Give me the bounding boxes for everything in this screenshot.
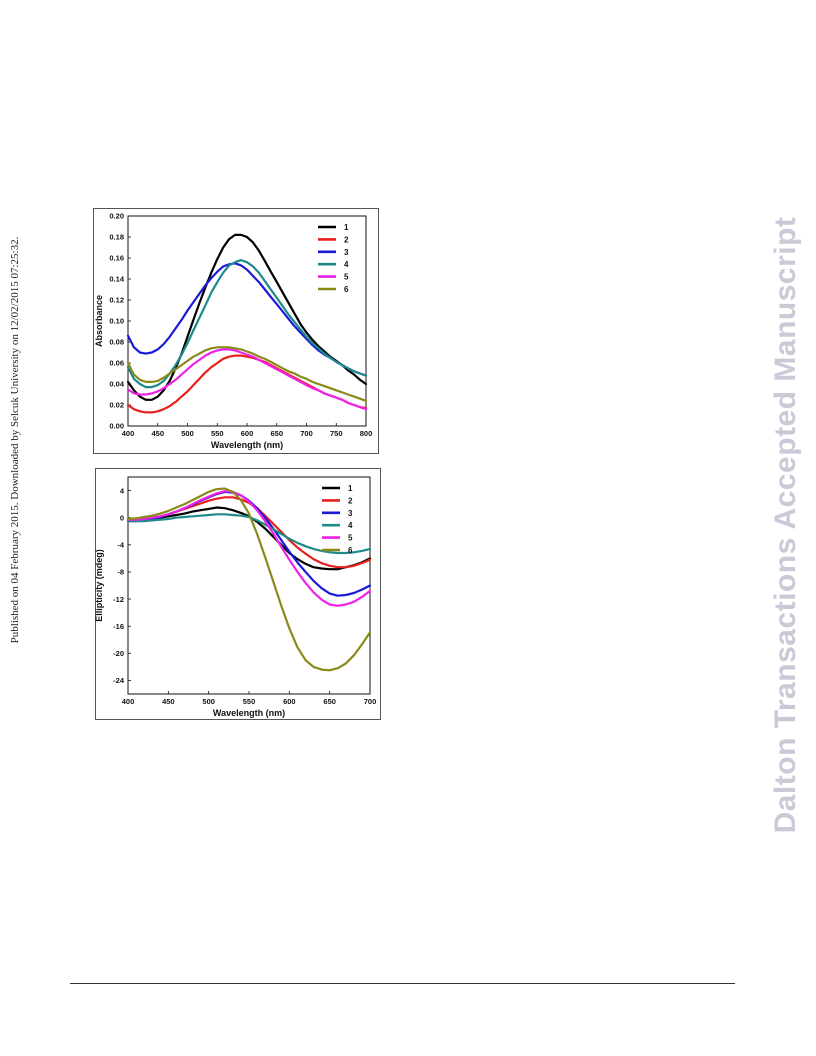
chart1-frame bbox=[95, 468, 381, 720]
chart0-y-tick-label-5: 0.10 bbox=[109, 317, 124, 326]
journal-watermark: Dalton Transactions Accepted Manuscript bbox=[766, 200, 806, 850]
chart0-legend-label-2: 2 bbox=[344, 235, 349, 244]
chart1-legend-label-1: 1 bbox=[348, 484, 353, 493]
chart0-y-tick-label-8: 0.16 bbox=[109, 254, 124, 263]
chart0-x-tick-label-8: 800 bbox=[360, 429, 373, 438]
chart0-series-5-line bbox=[126, 348, 368, 411]
chart1-y-tick-label-0: -24 bbox=[113, 676, 125, 685]
chart0-y-tick-label-10: 0.20 bbox=[109, 212, 124, 221]
chart0-x-tick-label-0: 400 bbox=[122, 429, 135, 438]
chart0-x-axis-label: Wavelength (nm) bbox=[211, 440, 283, 450]
chart1-series-6-line bbox=[126, 487, 372, 672]
chart1-y-tick-label-5: -4 bbox=[117, 541, 124, 550]
chart1-x-tick-label-3: 550 bbox=[243, 697, 256, 706]
chart0-y-tick-label-0: 0.00 bbox=[109, 422, 124, 431]
download-notice-text: Published on 04 February 2015. Downloade… bbox=[9, 236, 21, 643]
chart0-legend-label-5: 5 bbox=[344, 273, 349, 282]
chart0-x-tick-label-5: 650 bbox=[270, 429, 283, 438]
chart0-legend-label-1: 1 bbox=[344, 223, 349, 232]
chart1-y-tick-label-7: 4 bbox=[120, 486, 125, 495]
chart0-y-tick-label-3: 0.06 bbox=[109, 359, 124, 368]
chart0-y-axis-label: Absorbance bbox=[94, 295, 104, 347]
chart1-x-tick-label-1: 450 bbox=[162, 697, 175, 706]
chart1-y-tick-label-3: -12 bbox=[113, 595, 124, 604]
chart0-x-tick-label-3: 550 bbox=[211, 429, 224, 438]
chart1-legend-label-2: 2 bbox=[348, 496, 353, 505]
absorbance-chart: 400 450 500 550 600 650 700 750 800 0.00 0.02 0.04 0… bbox=[93, 208, 379, 454]
chart0-x-tick-label-6: 700 bbox=[300, 429, 313, 438]
download-notice: Published on 04 February 2015. Downloade… bbox=[6, 236, 24, 643]
chart0-y-tick-label-1: 0.02 bbox=[109, 401, 124, 410]
chart1-x-tick-label-5: 650 bbox=[323, 697, 336, 706]
chart0-legend-label-6: 6 bbox=[344, 285, 349, 294]
chart0-series-1-line bbox=[126, 233, 368, 401]
chart0-y-tick-label-7: 0.14 bbox=[109, 275, 124, 284]
chart1-x-axis-label: Wavelength (nm) bbox=[213, 708, 285, 718]
chart0-x-tick-label-4: 600 bbox=[241, 429, 254, 438]
chart1-series-4-line bbox=[126, 513, 372, 555]
chart1-x-tick-label-4: 600 bbox=[283, 697, 296, 706]
chart1-y-tick-label-4: -8 bbox=[117, 568, 124, 577]
journal-watermark-text: Dalton Transactions Accepted Manuscript bbox=[769, 216, 802, 834]
chart1-y-tick-label-6: 0 bbox=[120, 513, 124, 522]
chart1-x-tick-label-2: 500 bbox=[202, 697, 215, 706]
ellipticity-chart: 400 450 500 550 600 650 700 -24 -20 -16 -12 -8 -4 0 4 W… bbox=[94, 468, 381, 720]
chart0-y-tick-label-2: 0.04 bbox=[109, 380, 124, 389]
chart1-legend-label-5: 5 bbox=[348, 534, 353, 543]
footer-rule bbox=[70, 983, 735, 984]
chart0-y-tick-label-6: 0.12 bbox=[109, 296, 124, 305]
chart1-y-tick-label-1: -20 bbox=[113, 649, 124, 658]
chart0-frame bbox=[93, 208, 379, 454]
chart1-y-tick-label-2: -16 bbox=[113, 622, 124, 631]
chart1-legend-label-4: 4 bbox=[348, 521, 353, 530]
chart0-legend-label-4: 4 bbox=[344, 260, 349, 269]
chart0-legend-label-3: 3 bbox=[344, 248, 349, 257]
chart1-series-5-line bbox=[126, 490, 372, 607]
chart1-x-tick-label-6: 700 bbox=[364, 697, 377, 706]
chart1-legend-label-3: 3 bbox=[348, 509, 353, 518]
chart0-x-tick-label-1: 450 bbox=[151, 429, 164, 438]
chart1-y-axis-label: Ellipticity (mdeg) bbox=[94, 549, 104, 622]
chart0-series-6-line bbox=[126, 346, 368, 402]
chart0-x-tick-label-2: 500 bbox=[181, 429, 194, 438]
chart1-legend-label-6: 6 bbox=[348, 546, 353, 555]
chart0-y-tick-label-4: 0.08 bbox=[109, 338, 124, 347]
chart1-x-tick-label-0: 400 bbox=[122, 697, 135, 706]
chart0-x-tick-label-7: 750 bbox=[330, 429, 343, 438]
chart0-y-tick-label-9: 0.18 bbox=[109, 233, 124, 242]
